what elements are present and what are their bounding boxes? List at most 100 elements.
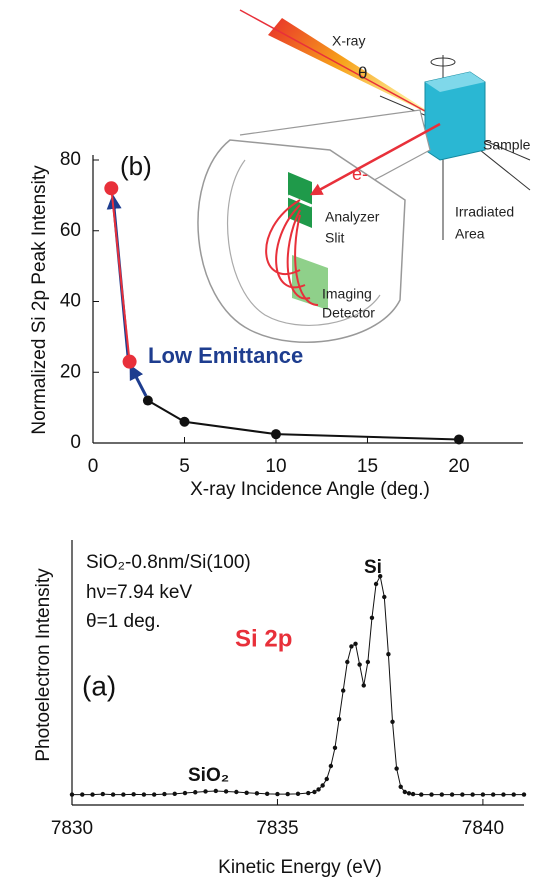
data-point (320, 783, 325, 788)
data-point (80, 792, 85, 797)
data-point (365, 659, 371, 665)
series-line (72, 574, 524, 796)
data-point (410, 791, 416, 797)
annotation: hν=7.94 keV (86, 582, 192, 603)
data-point (122, 354, 137, 369)
data-point (402, 789, 408, 795)
data-point (394, 766, 399, 771)
irradiated-label: Irradiated (455, 204, 514, 220)
imaging-detector (292, 255, 328, 310)
data-point (511, 792, 516, 797)
data-point (361, 683, 366, 688)
data-point (104, 181, 119, 196)
series-line (110, 188, 131, 362)
data-point (182, 790, 188, 796)
series-line (147, 399, 459, 441)
data-point (328, 763, 334, 769)
data-point (341, 688, 346, 693)
electron-label: e- (352, 164, 368, 184)
electron-trajectories (265, 199, 319, 306)
data-point (275, 791, 280, 797)
y-axis-title: Normalized Si 2p Peak Intensity (29, 165, 50, 435)
data-point (369, 615, 375, 620)
data-point (332, 745, 338, 750)
data-point (373, 581, 379, 587)
data-point (244, 790, 249, 795)
x-tick-label: 20 (448, 456, 469, 477)
data-point (172, 791, 177, 797)
y-tick-label: 20 (60, 361, 81, 382)
data-point (357, 662, 362, 667)
data-point (429, 792, 434, 797)
highlight: Si 2p (235, 625, 292, 652)
y-tick-label: 0 (70, 432, 81, 453)
data-point (193, 790, 198, 795)
schematic: X-ray θ Sample Irradiated Area e- Analyz… (197, 9, 531, 343)
data-point (254, 791, 260, 796)
x-tick-label: 7840 (462, 818, 504, 839)
data-point (490, 792, 496, 797)
y-axis-title: Photoelectron Intensity (33, 568, 54, 762)
data-point (110, 792, 116, 797)
beam-line (239, 9, 446, 123)
data-point (213, 788, 219, 794)
analyzer-label: Analyzer (325, 209, 380, 225)
data-point (460, 792, 465, 797)
data-point (162, 791, 167, 797)
sample-label: Sample (483, 137, 531, 153)
data-point (390, 719, 395, 724)
peak-label: Si (364, 557, 382, 578)
data-point (419, 792, 424, 797)
data-point (336, 717, 342, 722)
data-point (398, 784, 403, 789)
y-tick-label: 60 (60, 220, 81, 241)
data-point (264, 791, 270, 797)
sample-top (425, 72, 485, 92)
rotation-mark (430, 57, 456, 67)
annotation: SiO₂-0.8nm/Si(100) (86, 552, 251, 573)
data-point (480, 792, 486, 797)
x-tick-label: 5 (179, 456, 190, 477)
data-point (521, 792, 527, 797)
y-tick-label: 40 (60, 291, 81, 312)
theta-label: θ (358, 63, 367, 82)
detector-label: Imaging (322, 286, 372, 302)
x-tick-label: 7835 (256, 818, 298, 839)
data-point (90, 792, 95, 797)
panel-label: (b) (120, 151, 152, 181)
data-point (386, 652, 391, 657)
x-tick-label: 15 (357, 456, 378, 477)
data-point (151, 792, 157, 797)
data-point (501, 792, 506, 797)
data-point (270, 429, 281, 440)
y-tick-label: 80 (60, 149, 81, 170)
data-point (324, 776, 329, 782)
data-point (100, 791, 106, 797)
data-point (353, 641, 358, 646)
data-point (306, 790, 311, 796)
xray-label: X-ray (332, 33, 365, 49)
x-tick-label: 7830 (51, 818, 93, 839)
data-point (316, 787, 321, 792)
data-point (142, 395, 153, 406)
data-point (345, 659, 350, 665)
analyzer-body (197, 139, 406, 343)
data-point (223, 789, 229, 794)
data-point (203, 789, 208, 794)
analyzer-inner (227, 159, 381, 326)
x-axis-title: X-ray Incidence Angle (deg.) (190, 479, 430, 500)
data-point (234, 789, 239, 795)
irradiated-label: Area (455, 226, 485, 242)
data-point (179, 416, 190, 427)
data-point (406, 791, 412, 796)
data-point (449, 792, 455, 797)
data-point (377, 574, 383, 579)
analyzer-label: Slit (325, 230, 345, 246)
electron-path (309, 122, 441, 196)
data-point (382, 594, 387, 600)
annotation: Low Emittance (148, 343, 303, 368)
data-point (285, 791, 290, 797)
data-point (141, 792, 147, 797)
detector-label: Detector (322, 305, 375, 321)
